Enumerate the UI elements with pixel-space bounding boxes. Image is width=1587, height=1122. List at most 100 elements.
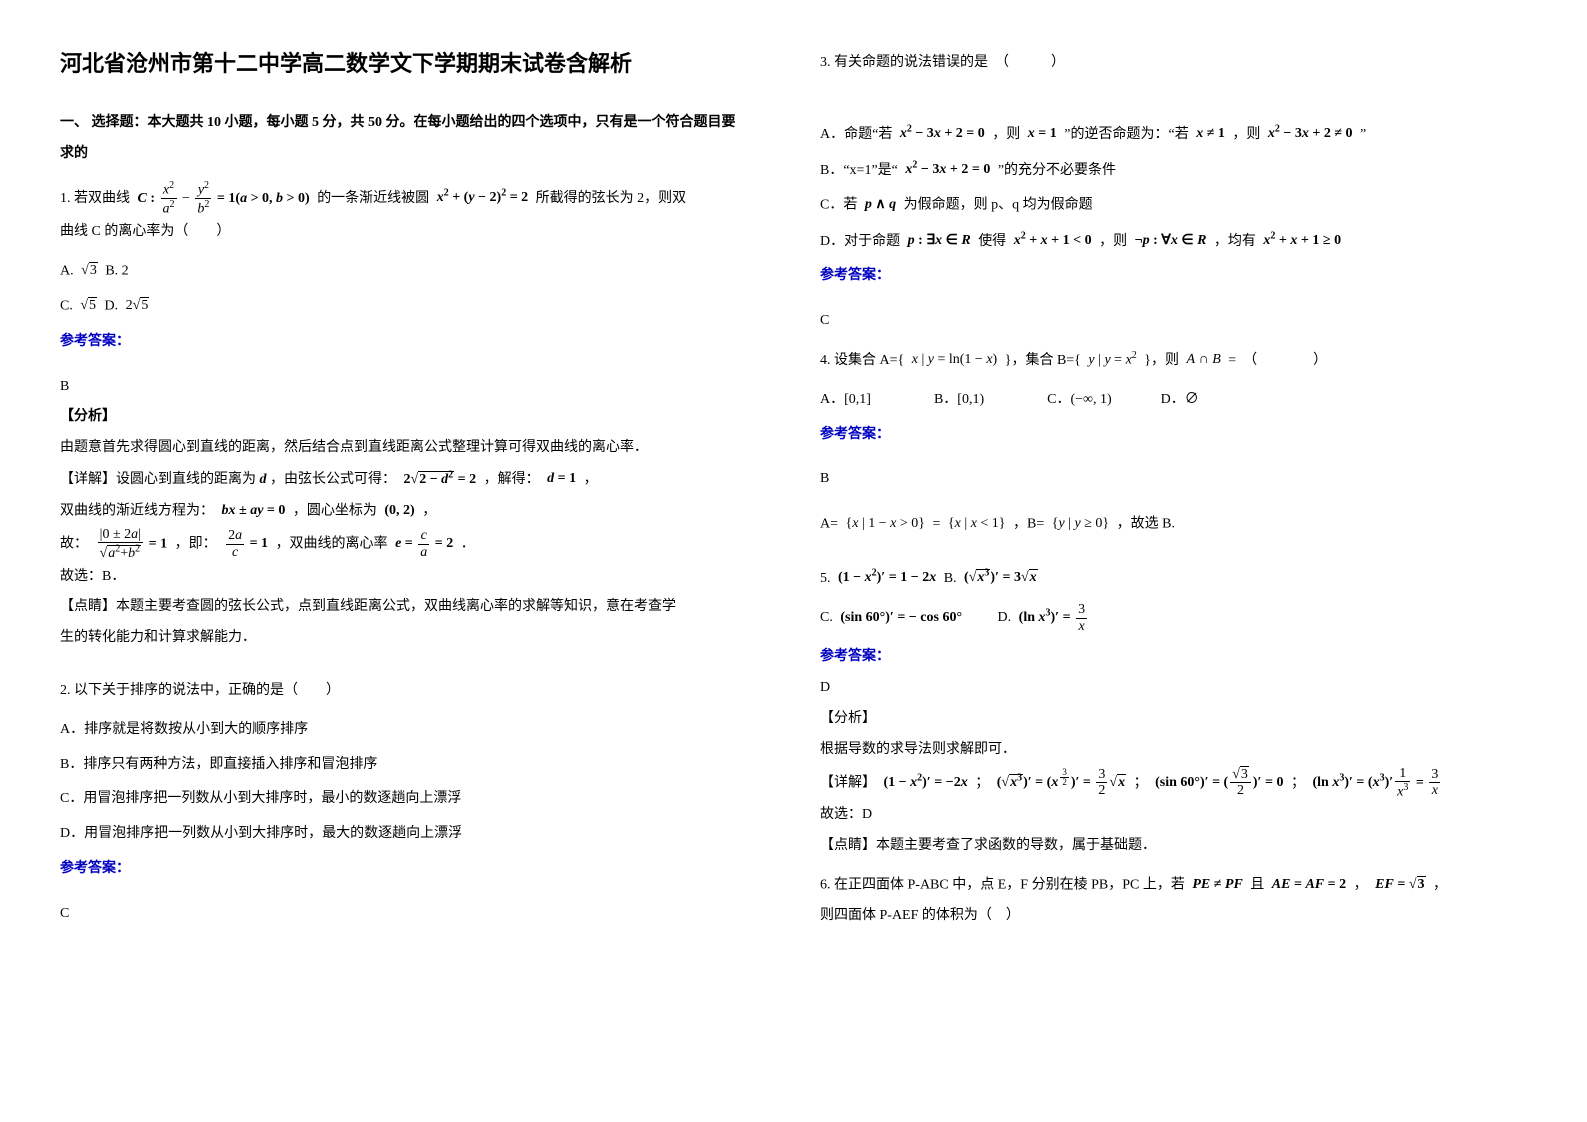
q3a-m3: ，则 <box>1232 127 1264 142</box>
q4-pre: 4. 设集合 A={ <box>820 353 908 368</box>
q1-asym-pre: 双曲线的渐近线方程为： <box>60 503 214 518</box>
page-root: 河北省沧州市第十二中学高二数学文下学期期末试卷含解析 一、 选择题：本大题共 1… <box>0 0 1587 980</box>
q1-pick: 故选：B． <box>60 562 740 593</box>
q4b-v: [0,1) <box>957 392 984 407</box>
q3b-pre: B．“x=1”是“ <box>820 163 898 178</box>
q4a-v: [0,1] <box>844 392 871 407</box>
q6-pre: 6. 在正四面体 P-ABC 中，点 E，F 分别在棱 PB，PC 上，若 <box>820 877 1188 892</box>
q5-b-label: B. <box>944 571 960 586</box>
q1-so: 故： |0 ± 2a|a2+b2 = 1 ，即： 2ac = 1 ，双曲线的离心… <box>60 527 740 561</box>
q3d-m3: ，均有 <box>1214 234 1260 249</box>
q4d-l: D． <box>1161 392 1185 407</box>
q1-det-f2: d = 1 <box>547 464 576 495</box>
q2-opt-a: A．排序就是将数按从小到大的顺序排序 <box>60 715 740 746</box>
q2-ans: C <box>60 899 740 930</box>
q5-s3: ； <box>1291 775 1305 790</box>
doc-title: 河北省沧州市第十二中学高二数学文下学期期末试卷含解析 <box>60 40 740 88</box>
q4e-pre: A= <box>820 517 838 532</box>
q1-ans: B <box>60 372 740 403</box>
q1-optC-val: 5 <box>80 291 97 322</box>
q1-det-label: 【详解】设圆心到直线的距离为 <box>60 472 260 487</box>
q2-opt-d: D．用冒泡排序把一列数从小到大排序时，最大的数逐趟向上漂浮 <box>60 819 740 850</box>
q1-asym-center: (0, 2) <box>384 496 414 527</box>
q1-ans-label: 参考答案： <box>60 327 740 358</box>
q3a-f2: x = 1 <box>1028 119 1057 150</box>
q3-opt-b: B．“x=1”是“ x2 − 3x + 2 = 0 ”的充分不必要条件 <box>820 155 1500 187</box>
q3d-f4: x2 + x + 1 ≥ 0 <box>1263 226 1341 257</box>
q5-c-f: (sin 60°)′ = − cos 60° <box>840 603 962 634</box>
q1-opt-cd: C. 5 D. 25 <box>60 291 740 322</box>
q5-d-label: D. <box>970 611 1015 626</box>
q3a-end: ” <box>1360 127 1366 142</box>
q6-line2: 则四面体 P-AEF 的体积为（ ） <box>820 908 1020 923</box>
q3c-end: 为假命题，则 p、q 均为假命题 <box>904 198 1093 213</box>
q5-s2: ； <box>1134 775 1148 790</box>
question-2-stem: 2. 以下关于排序的说法中，正确的是（ ） <box>60 676 740 707</box>
q1-so-f1: |0 ± 2a|a2+b2 = 1 <box>96 527 168 561</box>
q1-pt1: 【点睛】本题主要考查圆的弦长公式，点到直线距离公式，双曲线离心率的求解等知识，意… <box>60 592 740 623</box>
q3a-f3: x ≠ 1 <box>1196 119 1225 150</box>
q3d-f1: p : ∃x ∈ R <box>908 226 971 257</box>
q6-f1: PE ≠ PF <box>1192 870 1242 901</box>
question-4: 4. 设集合 A={ x | y = ln(1 − x) }，集合 B={ y … <box>820 345 1500 377</box>
q1-optA-pre: A. <box>60 264 77 279</box>
q1-optC-pre: C. <box>60 299 76 314</box>
q4-explain: A= {x | 1 − x > 0} = {x | x < 1} ，B= {y … <box>820 509 1500 540</box>
q5-s1: ； <box>975 775 989 790</box>
q3-opt-a: A．命题“若 x2 − 3x + 2 = 0 ，则 x = 1 ”的逆否命题为：… <box>820 119 1500 151</box>
question-1: 1. 若双曲线 C : x2a2 − y2b2 = 1(a > 0, b > 0… <box>60 180 740 248</box>
q3d-f3: ¬p : ∀x ∈ R <box>1135 226 1207 257</box>
q4-options: A．[0,1] B．[0,1) C．(−∞, 1) D．∅ <box>820 385 1500 416</box>
q6-m2: ， <box>1354 877 1368 892</box>
question-5-line1: 5. (1 − x2)′ = 1 − 2x B. (x3)′ = 3x <box>820 563 1500 595</box>
q6-f3: EF = 3 <box>1375 870 1425 901</box>
q5-det-label: 【详解】 <box>820 775 876 790</box>
q1-asym-end: ， <box>422 503 436 518</box>
q1-optC-post: D. <box>105 299 122 314</box>
q1-detail: 【详解】设圆心到直线的距离为 d ，由弦长公式可得： 22 − d2 = 2 ，… <box>60 464 740 496</box>
q4e-mid: = <box>933 517 941 532</box>
q1-optD-val: 25 <box>126 291 150 322</box>
q1-analysis-1: 由题意首先求得圆心到直线的距离，然后结合点到直线距离公式整理计算可得双曲线的离心… <box>60 433 740 464</box>
q5-a-label: 5. <box>820 571 834 586</box>
left-column: 河北省沧州市第十二中学高二数学文下学期期末试卷含解析 一、 选择题：本大题共 1… <box>60 40 740 940</box>
q5-det-f1: (1 − x2)′ = −2x <box>884 767 968 798</box>
q3b-end: ”的充分不必要条件 <box>998 163 1116 178</box>
q2-opt-c: C．用冒泡排序把一列数从小到大排序时，最小的数逐趟向上漂浮 <box>60 784 740 815</box>
q3-opt-c: C．若 p ∧ q 为假命题，则 p、q 均为假命题 <box>820 190 1500 221</box>
q4-ans: B <box>820 464 1500 495</box>
q3d-f2: x2 + x + 1 < 0 <box>1014 226 1092 257</box>
q1-stem-suffix: 所截得的弦长为 2，则双 <box>536 191 687 206</box>
q4b-l: B． <box>934 392 957 407</box>
q4-setB: y | y = x2 <box>1088 345 1136 376</box>
q5-det-f3: (sin 60°)′ = (32)′ = 0 <box>1155 767 1283 799</box>
q1-asymptote: 双曲线的渐近线方程为： bx ± ay = 0 ，圆心坐标为 (0, 2) ， <box>60 496 740 527</box>
q5-ans: D <box>820 673 1500 704</box>
q3a-f1: x2 − 3x + 2 = 0 <box>900 119 985 150</box>
q1-analysis-label: 【分析】 <box>60 402 740 433</box>
q1-det-suf: ，解得： <box>484 472 540 487</box>
q1-line2: 曲线 C 的离心率为（ ） <box>60 224 230 239</box>
q4c-l: C． <box>1047 392 1070 407</box>
q5-b-f: (x3)′ = 3x <box>964 563 1038 594</box>
q1-so-end: ． <box>461 537 475 552</box>
q5-detail: 【详解】 (1 − x2)′ = −2x ； (x3)′ = (x32)′ = … <box>820 766 1500 800</box>
q3d-pre: D．对于命题 <box>820 234 904 249</box>
q3d-m1: 使得 <box>978 234 1010 249</box>
q5-a-f: (1 − x2)′ = 1 − 2x <box>838 563 936 594</box>
q4e-f3: {y | y ≥ 0} <box>1052 509 1109 540</box>
right-column: 3. 有关命题的说法错误的是 （ ） A．命题“若 x2 − 3x + 2 = … <box>820 40 1500 940</box>
q4-setA: x | y = ln(1 − x) <box>912 345 997 376</box>
q1-det-f1: 22 − d2 = 2 <box>404 464 477 495</box>
q1-asym-mid: ，圆心坐标为 <box>293 503 381 518</box>
q1-optA-post: B. 2 <box>105 264 128 279</box>
q3a-m2: ”的逆否命题为：“若 <box>1064 127 1192 142</box>
q5-ans-label: 参考答案： <box>820 642 1500 673</box>
q1-det-mid: ，由弦长公式可得： <box>270 472 396 487</box>
q4c-v: (−∞, 1) <box>1070 392 1111 407</box>
q5-pick: 故选：D <box>820 800 1500 831</box>
q4e-f1: {x | 1 − x > 0} <box>846 509 926 540</box>
q1-so-pre: 故： <box>60 537 88 552</box>
q1-optA-val: 3 <box>81 256 98 287</box>
section-1-heading: 一、 选择题：本大题共 10 小题，每小题 5 分，共 50 分。在每小题给出的… <box>60 108 740 170</box>
